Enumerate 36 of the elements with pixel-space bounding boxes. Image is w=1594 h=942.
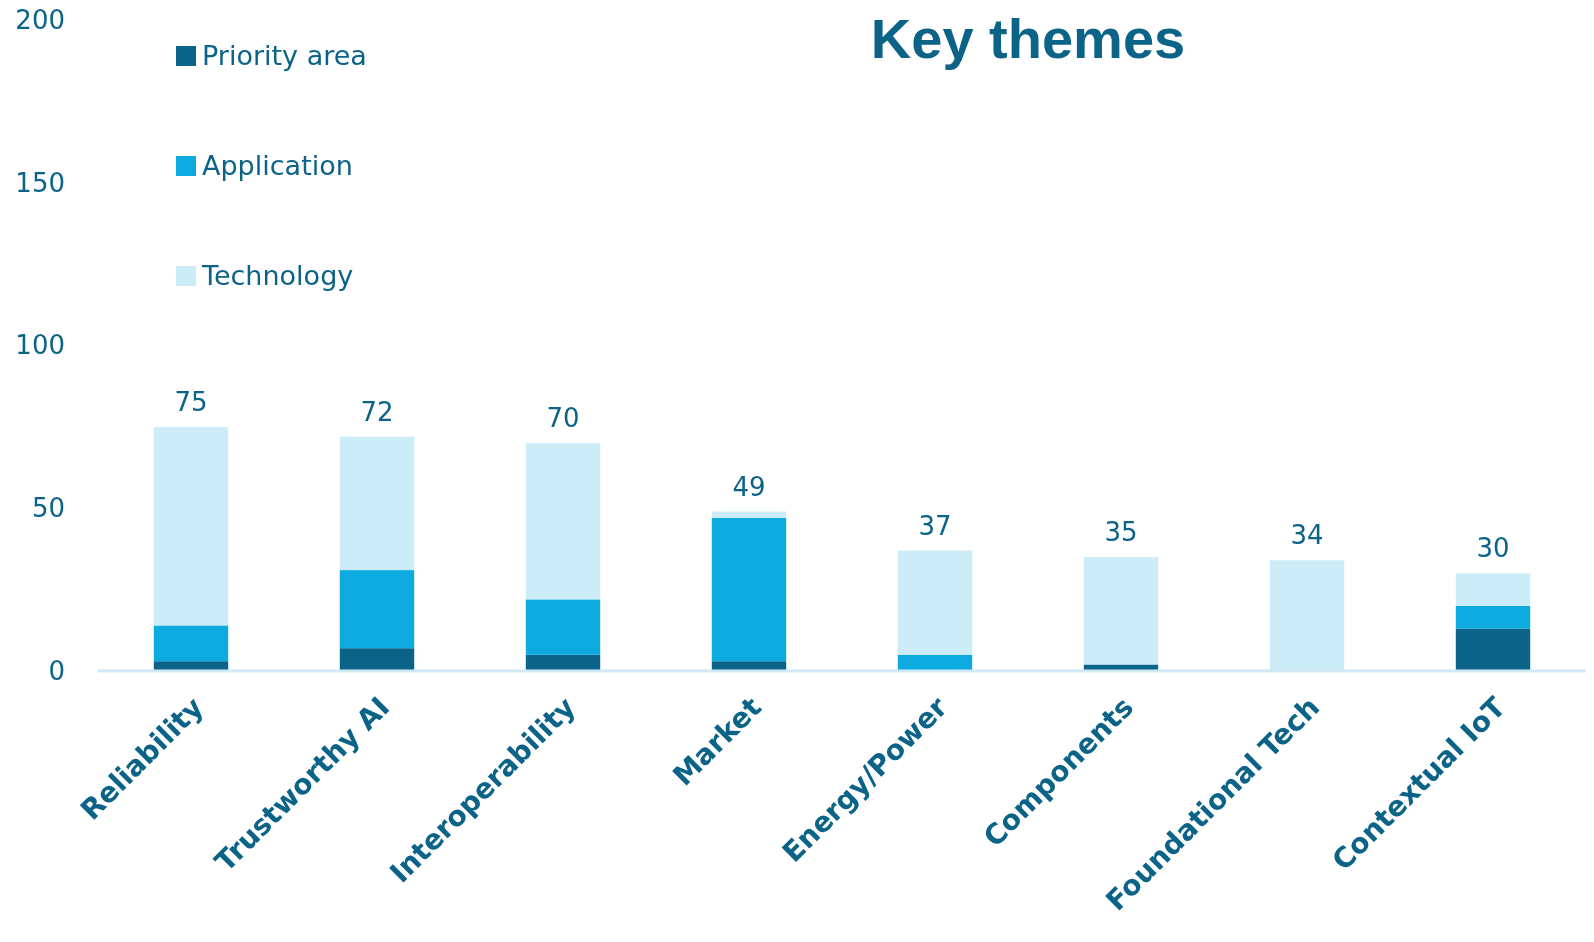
y-tick-label: 200: [15, 4, 65, 35]
total-label: 30: [1476, 533, 1510, 564]
total-label: 72: [360, 396, 394, 427]
bar: [711, 511, 787, 519]
total-label: 70: [546, 403, 580, 434]
legend-label: Technology: [201, 260, 354, 291]
y-tick-label: 100: [15, 330, 65, 361]
bar: [1455, 605, 1531, 629]
y-tick-label: 150: [15, 167, 65, 198]
bar: [339, 436, 415, 571]
bar: [897, 654, 973, 671]
total-label: 75: [174, 386, 208, 417]
legend-label: Application: [202, 150, 353, 181]
legend-label: Priority area: [202, 40, 367, 71]
total-label: 37: [918, 510, 952, 541]
total-label: 34: [1290, 520, 1324, 551]
bar: [339, 648, 415, 671]
bar: [897, 550, 973, 655]
bar: [711, 661, 787, 671]
total-label: 49: [732, 471, 766, 502]
bar: [153, 625, 229, 662]
bar: [525, 654, 601, 671]
chart-title: Key themes: [870, 7, 1186, 70]
bar: [1083, 664, 1159, 671]
bar: [339, 570, 415, 649]
total-label: 35: [1104, 517, 1138, 548]
bar: [153, 426, 229, 626]
bar: [1455, 573, 1531, 606]
y-tick-label: 50: [31, 493, 65, 524]
bar: [525, 443, 601, 600]
bar: [1455, 628, 1531, 671]
bar: [525, 599, 601, 655]
y-tick-label: 0: [48, 655, 65, 686]
bar: [153, 661, 229, 671]
bar: [711, 518, 787, 662]
bar: [1083, 557, 1159, 665]
